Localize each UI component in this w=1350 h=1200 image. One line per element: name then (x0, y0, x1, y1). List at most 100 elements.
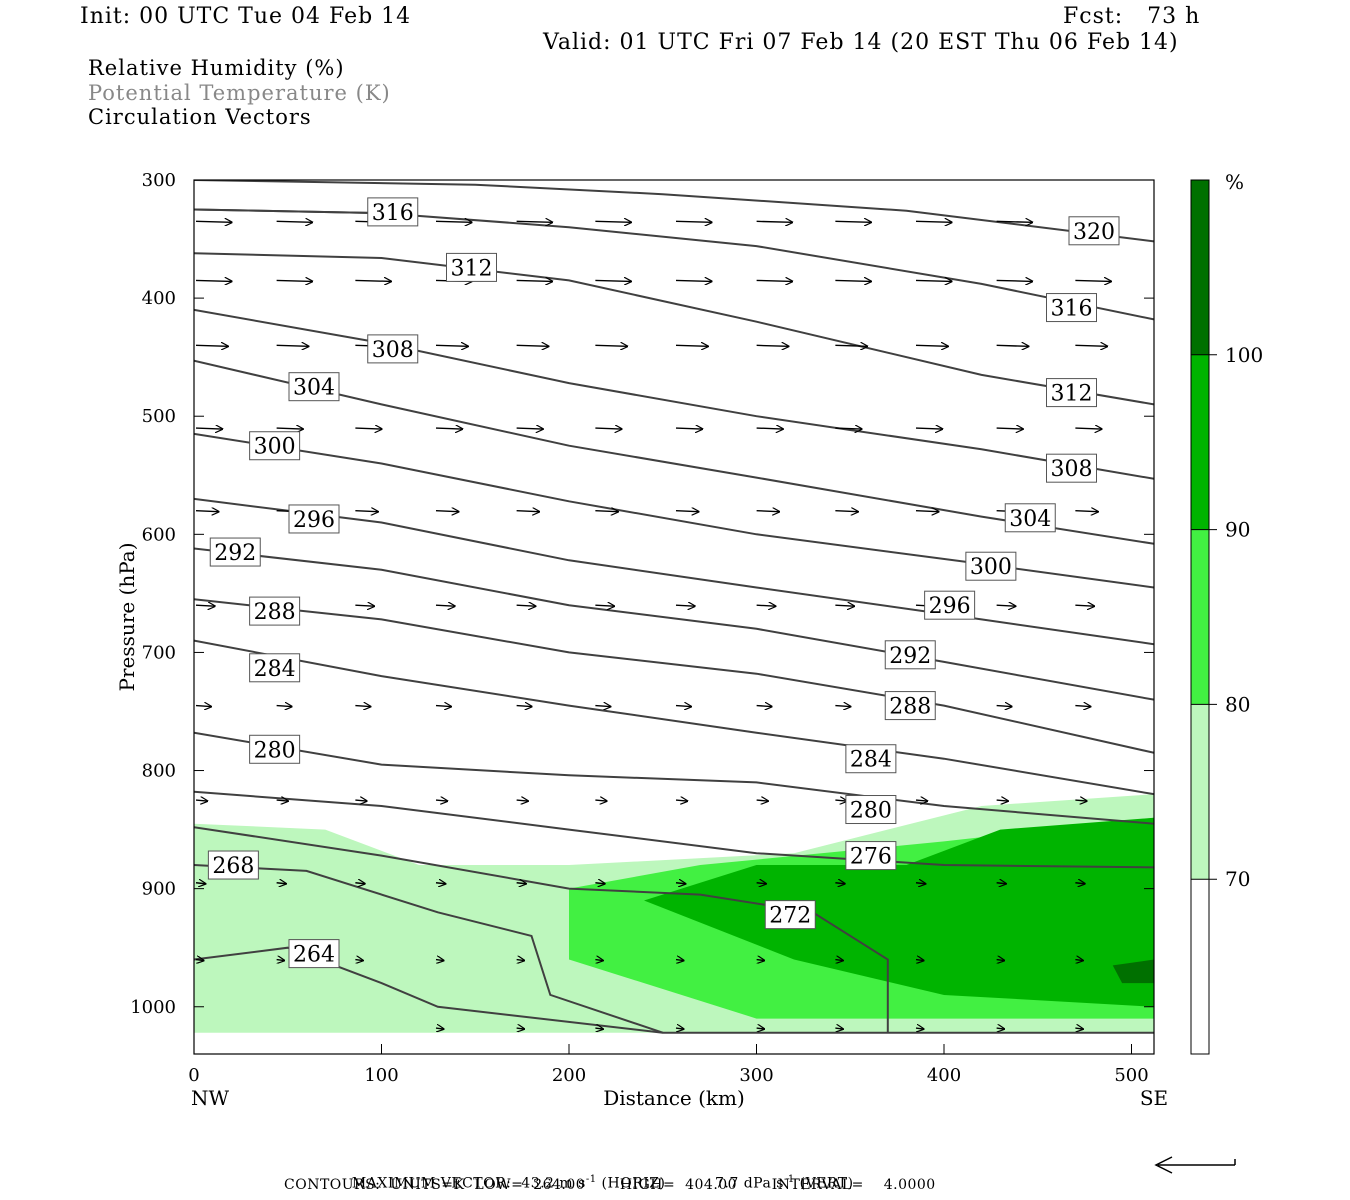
contour-label-304: 304 (288, 372, 340, 402)
y-tick-label: 700 (142, 642, 176, 663)
circulation-vector (595, 883, 604, 884)
contour-label-280: 280 (249, 734, 301, 764)
colorbar-segment (1191, 879, 1209, 1054)
colorbar-label: 80 (1225, 692, 1250, 716)
circulation-vector (355, 706, 370, 707)
colorbar: 70 80 90 100% (1190, 170, 1263, 1055)
legend-theta: Potential Temperature (K) (88, 81, 391, 105)
contour-label-288: 288 (884, 691, 936, 721)
circulation-vector (595, 1028, 603, 1029)
y-axis-label: Pressure (hPa) (115, 543, 139, 692)
svg-text:296: 296 (929, 594, 971, 619)
circulation-vector (756, 1028, 765, 1029)
circulation-vector (276, 800, 288, 801)
contour-label-layer: 3203163163123123083083043043003002962962… (207, 197, 1120, 969)
theta-contour-312 (194, 252, 1154, 406)
circulation-vector (595, 221, 631, 222)
circulation-vector (595, 800, 606, 801)
circulation-vector (355, 960, 363, 961)
circulation-vector (1075, 428, 1101, 429)
svg-text:280: 280 (850, 799, 892, 824)
circulation-vector (355, 428, 381, 429)
contour-label-308: 308 (367, 334, 419, 364)
circulation-vector (516, 706, 532, 707)
circulation-vector (516, 345, 549, 346)
circulation-vector (435, 428, 462, 429)
contour-label-320: 320 (1068, 216, 1120, 246)
circulation-vector (195, 280, 232, 281)
circulation-vector (1075, 800, 1086, 801)
svg-text:292: 292 (214, 541, 256, 566)
circulation-vector (435, 1028, 444, 1029)
circulation-vector (1075, 280, 1111, 281)
circulation-vector (595, 706, 610, 707)
circulation-vector (756, 345, 789, 346)
svg-text:316: 316 (1051, 297, 1093, 322)
y-tick-label: 800 (142, 761, 176, 782)
circulation-vector (195, 221, 232, 222)
svg-text:284: 284 (254, 657, 296, 682)
y-tick-label: 300 (142, 170, 176, 191)
svg-text:272: 272 (769, 904, 811, 929)
vector-layer (195, 221, 1111, 1029)
max-vector-line: MAXIMUM VECTOR: 43.2 m s-1 (HORIZ) 7.7 d… (351, 1174, 854, 1192)
theta-contour-292 (194, 547, 1154, 701)
circulation-vector (915, 345, 948, 346)
colorbar-label: 70 (1225, 867, 1250, 891)
circulation-vector (595, 345, 627, 346)
x-tick-label: 0 (188, 1065, 199, 1086)
y-tick-label: 500 (142, 406, 176, 427)
circulation-vector (516, 511, 540, 512)
theta-contour-308 (194, 308, 1154, 480)
reference-vector-arrow (1154, 1156, 1236, 1174)
circulation-vector (675, 511, 699, 512)
circulation-vector (996, 221, 1033, 222)
svg-text:316: 316 (372, 201, 414, 226)
circulation-vector (276, 428, 303, 429)
circulation-vector (915, 883, 925, 884)
contour-label-276: 276 (845, 841, 897, 871)
circulation-vector (435, 345, 468, 346)
svg-text:300: 300 (254, 435, 296, 460)
circulation-vector (355, 605, 374, 606)
svg-text:264: 264 (293, 943, 335, 968)
circulation-vector (435, 706, 451, 707)
colorbar-label: 100 (1225, 343, 1263, 367)
circulation-vector (675, 706, 691, 707)
colorbar-frame (1190, 179, 1210, 1055)
circulation-vector (756, 428, 783, 429)
circulation-vector (915, 428, 942, 429)
valid-time: Valid: 01 UTC Fri 07 Feb 14 (20 EST Thu … (543, 30, 1179, 55)
circulation-vector (835, 280, 871, 281)
circulation-vector (516, 800, 528, 801)
contour-label-304: 304 (1004, 503, 1056, 533)
svg-text:304: 304 (1009, 507, 1051, 532)
contour-label-268: 268 (207, 850, 259, 880)
contour-label-312: 312 (446, 252, 497, 282)
circulation-vector (996, 883, 1006, 884)
circulation-vector (996, 706, 1012, 707)
theta-contour-316 (194, 208, 382, 215)
y-tick-label: 900 (142, 879, 176, 900)
circulation-vector (1075, 706, 1090, 707)
circulation-vector (435, 511, 459, 512)
circulation-vector (835, 706, 850, 707)
rh-fill-layer (194, 794, 1154, 1033)
contour-label-308: 308 (1046, 453, 1097, 483)
circulation-vector (516, 1028, 525, 1029)
circulation-vector (516, 280, 553, 281)
x-end-label-se: SE (1140, 1086, 1168, 1110)
svg-text:312: 312 (1051, 382, 1093, 407)
svg-text:312: 312 (451, 256, 493, 281)
contour-label-272: 272 (764, 900, 816, 930)
colorbar-segment (1191, 354, 1209, 530)
theta-contour-264 (194, 946, 1154, 1034)
circulation-vector (276, 960, 285, 961)
svg-text:288: 288 (889, 695, 931, 720)
svg-text:292: 292 (889, 644, 931, 669)
circulation-vector (435, 221, 472, 222)
circulation-vector (756, 800, 768, 801)
circulation-vector (1075, 1028, 1083, 1029)
circulation-vector (675, 221, 712, 222)
contour-label-312: 312 (1046, 378, 1097, 408)
